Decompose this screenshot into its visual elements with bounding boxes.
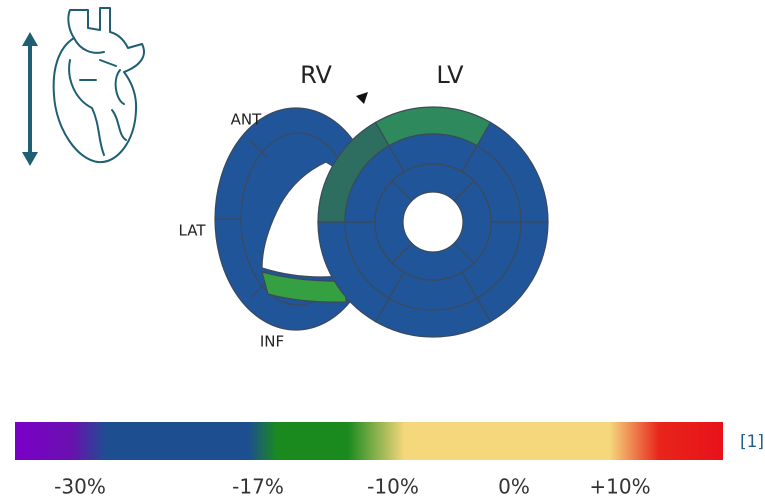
arrow-marker [356,92,368,104]
lv-label: LV [436,61,464,89]
lv-segment [374,180,413,264]
color-scale [15,422,723,460]
reference: [1] [740,432,764,452]
heart-icon [22,7,145,166]
scale-tick-label: -17% [232,475,284,499]
scale-tick-label: +10% [589,475,650,499]
lv-map [317,106,549,338]
scale-tick-label: -10% [367,475,419,499]
scale-ticks: -30% -17% -10% 0% +10% [54,475,650,499]
lat-label: LAT [179,222,207,240]
rv-label: RV [300,61,332,89]
scale-tick-label: -30% [54,475,106,499]
inf-label: INF [260,333,284,351]
ant-label: ANT [231,111,262,129]
scale-tick-label: 0% [498,475,530,499]
